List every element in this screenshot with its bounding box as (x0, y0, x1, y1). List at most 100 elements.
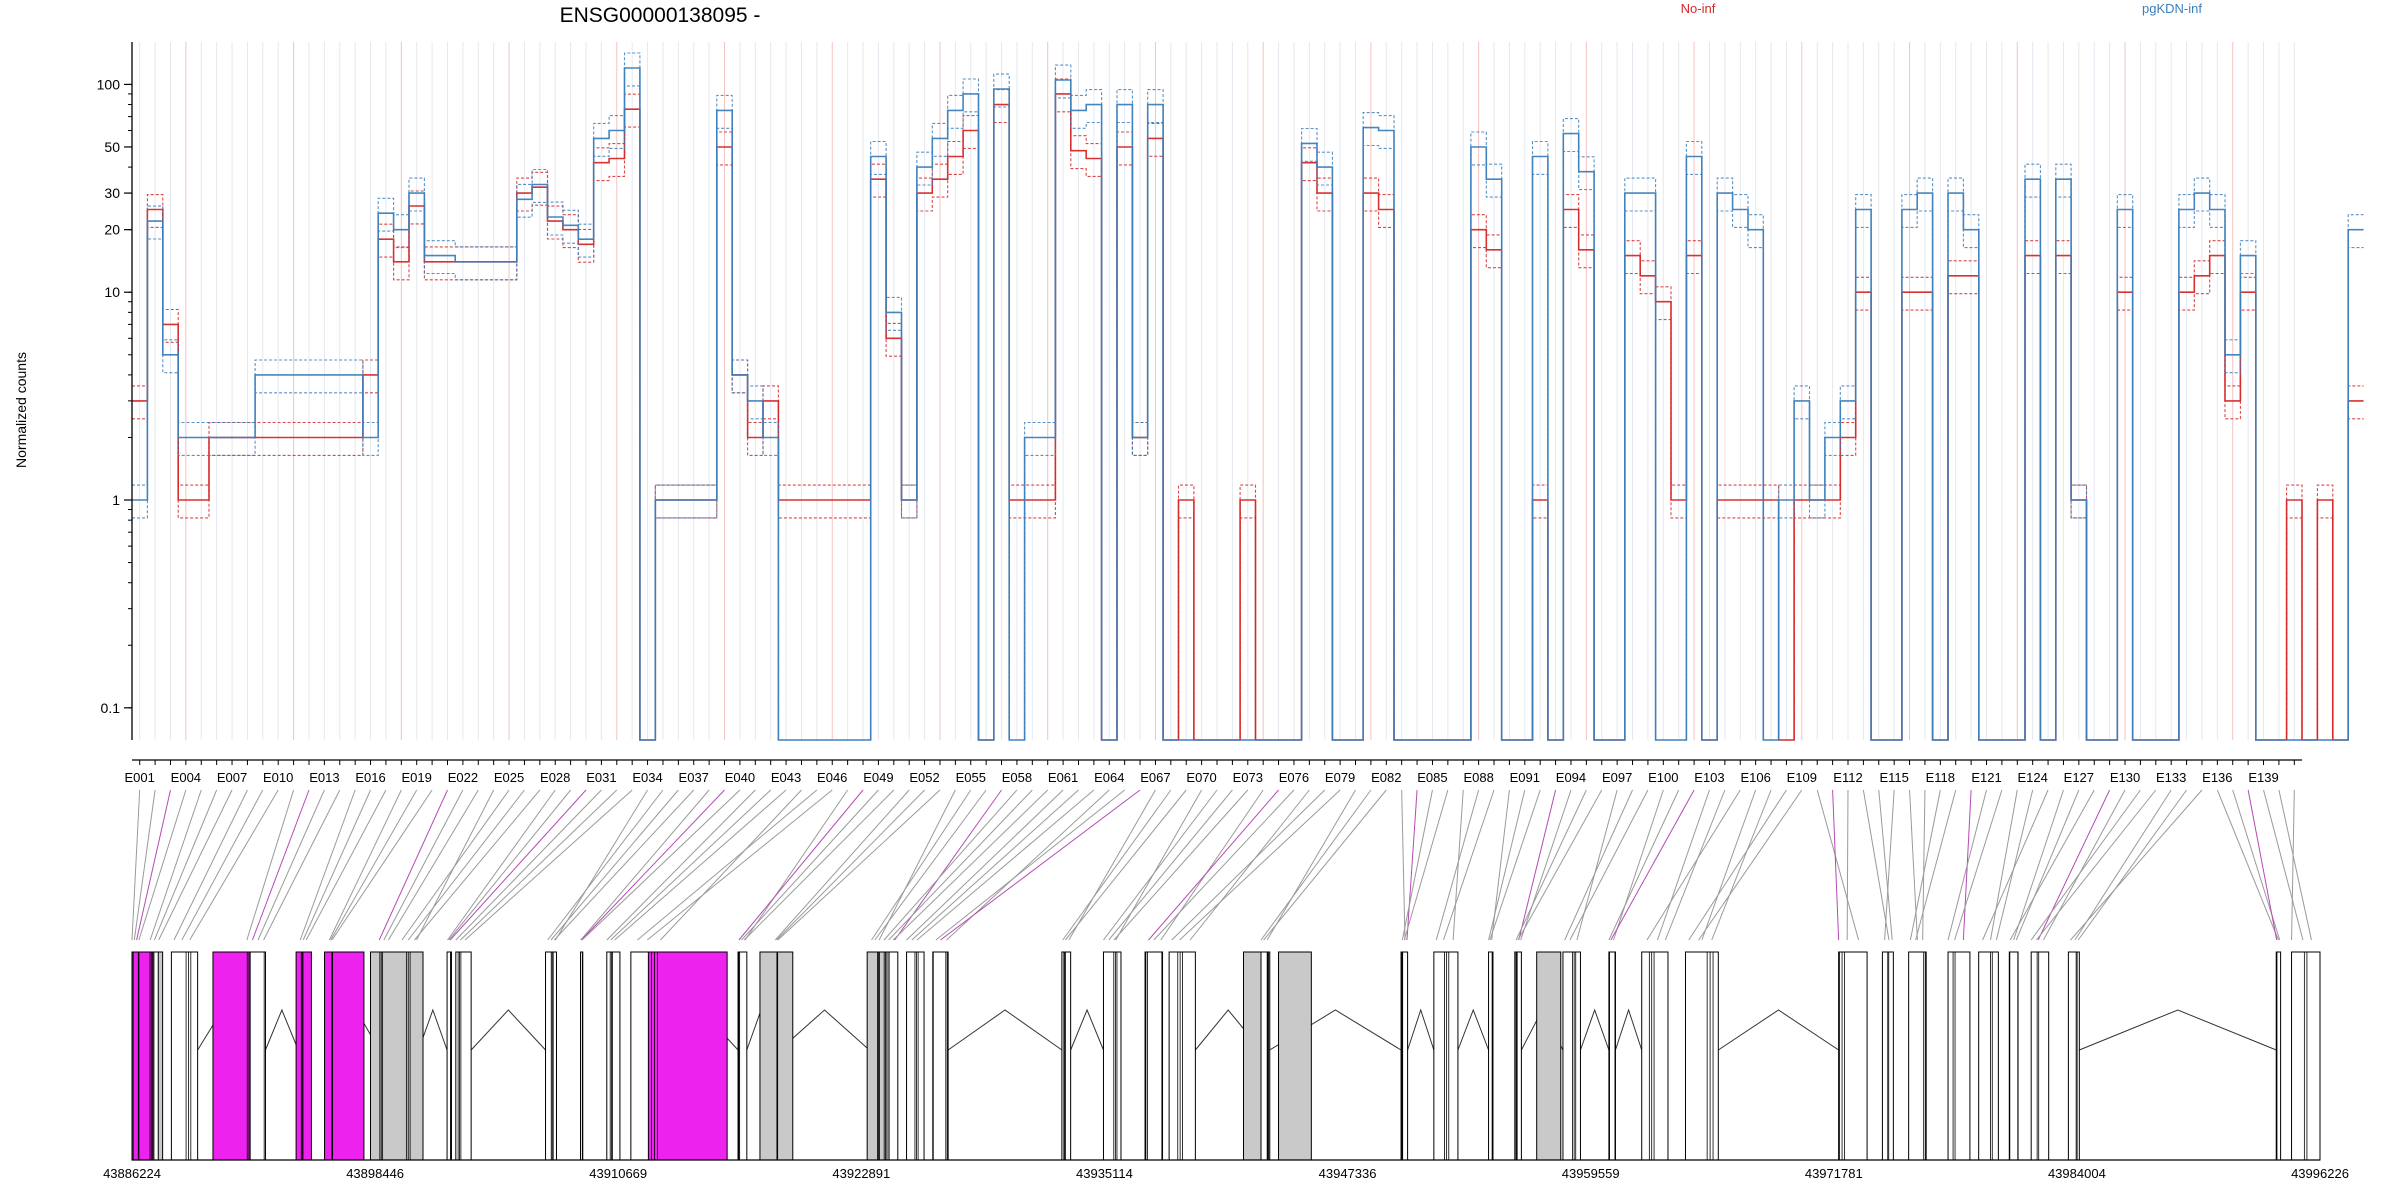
x-tick-label: E106 (1740, 770, 1770, 785)
exon-connector (1995, 789, 2034, 941)
intron (947, 1009, 1063, 1051)
exon-connector (1698, 789, 1803, 941)
genomic-tick-label: 43947336 (1319, 1166, 1377, 1181)
exon-block-magenta (212, 951, 251, 1161)
exon-connector (1108, 789, 1233, 941)
exon-connector (1403, 789, 1449, 941)
intron (1070, 1008, 1104, 1051)
exon-connector (940, 789, 1141, 941)
y-tick-label: 1 (112, 492, 120, 508)
exon-connector (1189, 789, 1310, 941)
exon-connector (916, 789, 1095, 941)
exon-connector (331, 789, 433, 941)
exon-connector (1065, 789, 1187, 941)
intron (1718, 1009, 1839, 1051)
exon-connector (871, 789, 972, 941)
genomic-tick-label: 43935114 (1076, 1166, 1133, 1181)
x-tick-label: E049 (863, 770, 893, 785)
exon-connector (136, 789, 171, 941)
gridlines (139, 42, 2295, 740)
x-tick-label: E139 (2248, 770, 2278, 785)
exon-connector (1711, 789, 1772, 941)
exon-connector (637, 789, 818, 941)
exon-block (2067, 951, 2080, 1161)
exon-connector (1520, 789, 1572, 941)
exon-connector (1435, 789, 1480, 941)
exon-connector (2074, 789, 2172, 941)
x-tick-label: E103 (1694, 770, 1724, 785)
exon-connector (2042, 789, 2126, 941)
exon-block (1102, 951, 1122, 1161)
exon-connector (1909, 789, 1941, 941)
exon-connector (1113, 789, 1249, 941)
exon-connector (2263, 789, 2304, 941)
x-tick-label: E085 (1417, 770, 1447, 785)
x-tick-label: E118 (1926, 770, 1955, 785)
exon-connector (1160, 789, 1264, 941)
exon-block-grey (1243, 951, 1262, 1161)
exon-connector (1062, 789, 1172, 941)
exon-connector (1922, 789, 1926, 941)
x-tick-label: E040 (725, 770, 755, 785)
exon-connector (777, 789, 941, 941)
exon-connector (1443, 789, 1495, 941)
series-line-pgkdn-inf (132, 85, 2364, 741)
intron (779, 1009, 870, 1051)
x-tick-label: E112 (1833, 770, 1862, 785)
exon-connector (1103, 789, 1218, 941)
x-tick-label: E124 (2017, 770, 2047, 785)
x-tick-label: E031 (586, 770, 616, 785)
exon-connector (149, 789, 202, 941)
exon-block (2008, 951, 2019, 1161)
exon-connector (1518, 789, 1557, 941)
exon-block-magenta (295, 951, 312, 1161)
exon-connector (547, 789, 664, 941)
intron (1407, 1008, 1435, 1051)
exon-connector (1862, 789, 1890, 941)
exon-connector (878, 789, 956, 941)
exon-connector (1909, 789, 1918, 941)
gene-model: 43886224 43898446 43910669 43922891 43935114… (103, 951, 2349, 1181)
exon-connector (1613, 789, 1664, 941)
exon-connector (2015, 789, 2080, 941)
x-tick-label: E136 (2202, 770, 2232, 785)
x-tick-label: E043 (771, 770, 801, 785)
exon-connector (447, 789, 556, 941)
exon-block (1947, 951, 1971, 1161)
x-tick-label: E076 (1279, 770, 1309, 785)
exon-connector (554, 789, 648, 941)
x-tick-label: E019 (402, 770, 432, 785)
y-tick-label: 50 (104, 139, 120, 155)
x-tick-label: E109 (1787, 770, 1817, 785)
exon-connector (1179, 789, 1341, 941)
exon-connector (257, 789, 325, 941)
exon-block (1433, 951, 1459, 1161)
exon-connector (892, 789, 1049, 941)
exon-connector (407, 789, 525, 941)
exon-block-magenta (324, 951, 365, 1161)
exon-connector (646, 789, 833, 941)
exon-connector (1657, 789, 1710, 941)
exon-connector (1488, 789, 1526, 941)
exon-connector (263, 789, 341, 941)
exon-connector (1846, 789, 1849, 941)
series-lines (132, 52, 2364, 741)
exon-connector (1688, 789, 1787, 941)
exon-connector (2077, 789, 2187, 941)
exon-connector (741, 789, 879, 941)
exon-block (170, 951, 199, 1161)
exon-connector (888, 789, 1033, 941)
x-tick-label: E013 (309, 770, 339, 785)
exon-block-grey (759, 951, 794, 1161)
x-tick-label: E052 (909, 770, 939, 785)
x-tick-label: E133 (2156, 770, 2186, 785)
y-tick-label: 30 (104, 185, 120, 201)
exon-connector (455, 789, 602, 941)
x-tick-label: E115 (1879, 770, 1908, 785)
x-tick-label: E091 (1510, 770, 1540, 785)
genomic-tick-label: 43959559 (1562, 1166, 1620, 1181)
intron (2079, 1009, 2277, 1051)
x-tick-label: E004 (171, 770, 201, 785)
exon-connector (1406, 789, 1418, 941)
exon-connector (383, 789, 464, 941)
